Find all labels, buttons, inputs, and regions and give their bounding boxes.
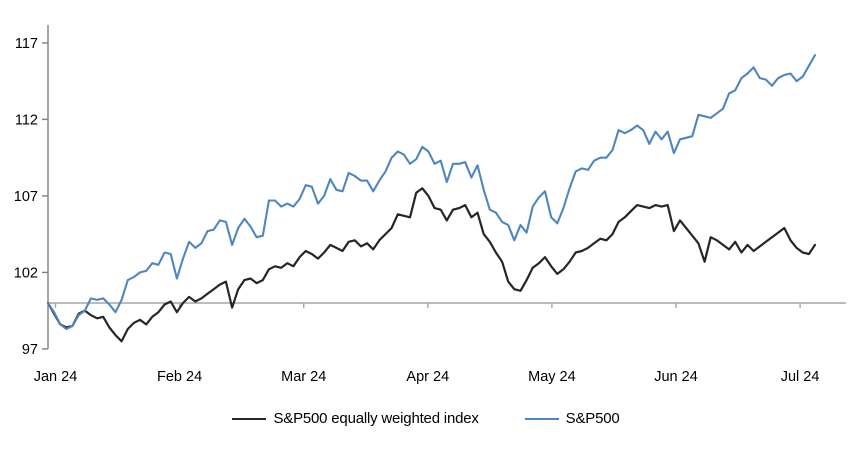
- x-axis-label: May 24: [528, 369, 576, 385]
- legend-item-equal-weight: S&P500 equally weighted index: [232, 410, 479, 427]
- y-axis-label: 112: [15, 112, 38, 128]
- series-line-equal-weight: [46, 187, 817, 343]
- legend-item-sp500: S&P500: [524, 410, 620, 427]
- line-chart: Jan 24 Feb 24 Mar 24 Apr 24 May 24 Jun 24 Jul …: [14, 25, 846, 385]
- legend-swatch-equal-weight: [232, 417, 267, 420]
- x-axis-label: Apr 24: [406, 369, 449, 385]
- x-axis-label: Mar 24: [281, 369, 326, 385]
- y-axis-label: 97: [22, 342, 38, 358]
- x-axis-label: Feb 24: [157, 369, 202, 385]
- legend-label-sp500: S&P500: [565, 410, 620, 427]
- chart-legend: S&P500 equally weighted index S&P500: [0, 410, 852, 427]
- legend-swatch-sp500: [524, 417, 559, 420]
- y-axis-label: 117: [15, 36, 38, 52]
- series-line-sp500: [46, 54, 817, 331]
- x-axis-label: Jul 24: [781, 369, 820, 385]
- x-axis-label: Jan 24: [34, 369, 78, 385]
- y-axis-label: 102: [14, 265, 38, 281]
- legend-label-equal-weight: S&P500 equally weighted index: [273, 410, 479, 427]
- y-axis-label: 107: [14, 189, 38, 205]
- x-axis-label: Jun 24: [654, 369, 698, 385]
